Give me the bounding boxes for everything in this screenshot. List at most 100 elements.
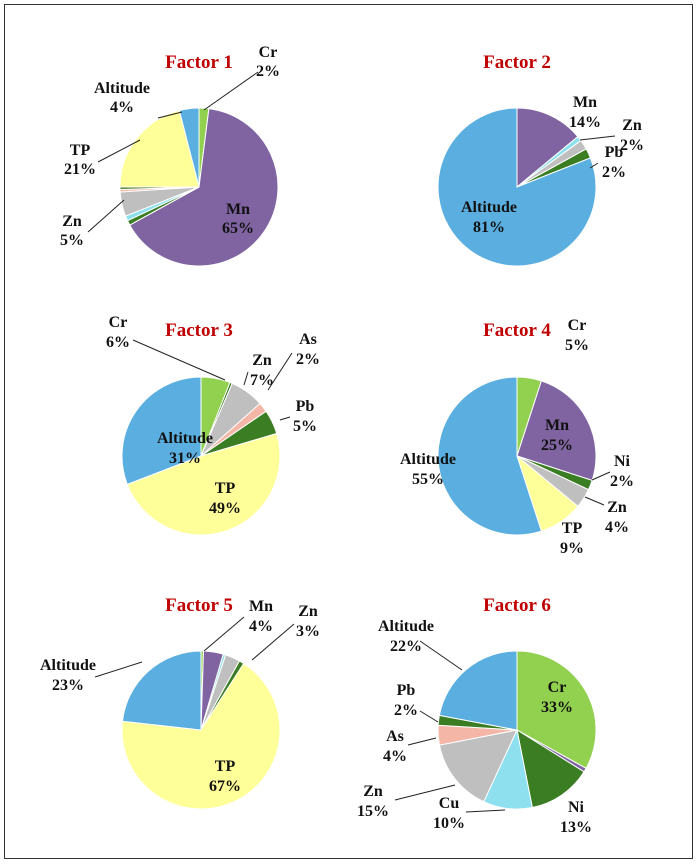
pie-chart-1: Factor 1 Cr 2% Mn 65% Zn 5% TP 21% Altitude 4% (60, 44, 280, 267)
pie-slice-mn (129, 108, 279, 267)
slice-percent: 81% (473, 219, 505, 236)
slice-label: Pb (296, 398, 315, 415)
slice-percent: 33% (541, 699, 573, 716)
pie-slice-zn (438, 729, 518, 803)
chart-title: Factor 4 (483, 320, 551, 341)
slice-label: TP (70, 142, 91, 159)
leader-line (203, 71, 259, 111)
slice-label: Altitude (94, 80, 150, 97)
slice-label: Altitude (157, 430, 213, 447)
slice-label: Pb (605, 144, 624, 161)
slice-percent: 10% (433, 815, 465, 832)
chart-title: Factor 2 (483, 52, 551, 73)
chart-title: Factor 5 (165, 595, 233, 616)
slice-percent: 49% (209, 500, 241, 517)
slice-label: Pb (397, 682, 416, 699)
slice-percent: 21% (64, 161, 96, 178)
pie-chart-4: Factor 4 Cr 5% Mn 25% Ni 2% Zn 4% TP 9% Altitude 55% (400, 317, 634, 557)
pie-chart-6: Factor 6 Cr 33% Ni 13% Cu 10% Zn 15% As 4% Pb 2% Alti… (357, 595, 597, 836)
slice-percent: 5% (565, 337, 589, 354)
leader-line (243, 371, 249, 386)
leader-line (279, 416, 291, 421)
pie-slice-altitude (121, 376, 202, 486)
pie-slice-mn (516, 107, 579, 189)
slice-label: Zn (363, 783, 383, 800)
slice-percent: 6% (106, 334, 130, 351)
slice-label: TP (215, 480, 236, 497)
pie-slice-mn (516, 380, 597, 482)
slice-label: Altitude (461, 199, 517, 216)
chart-title: Factor 6 (483, 595, 551, 616)
slice-percent: 2% (610, 473, 634, 490)
slice-percent: 2% (296, 351, 320, 368)
pie-slice-tp (119, 109, 200, 188)
pie-slice-altitude (438, 650, 518, 731)
slice-label: Zn (298, 603, 318, 620)
leader-line (267, 352, 293, 391)
slice-percent: 4% (110, 99, 134, 116)
slice-percent: 67% (209, 778, 241, 795)
pie-chart-3: Factor 3 Cr 6% Zn 7% As 2% Pb 5% TP 49% Altitude 31% (106, 314, 320, 536)
slice-label: Mn (226, 201, 250, 218)
leader-line (251, 623, 295, 661)
leader-line (419, 640, 463, 671)
slice-percent: 5% (60, 232, 84, 249)
slice-percent: 2% (256, 63, 280, 80)
slice-percent: 3% (296, 623, 320, 640)
slice-percent: 31% (169, 450, 201, 467)
slice-percent: 4% (249, 618, 273, 635)
leader-line (87, 199, 125, 233)
slice-label: Cr (109, 314, 128, 331)
leader-line (132, 339, 226, 381)
slice-percent: 4% (383, 748, 407, 765)
slice-percent: 65% (222, 220, 254, 237)
slice-label: Zn (252, 352, 272, 369)
slice-label: Zn (622, 117, 642, 134)
slice-label: Ni (568, 799, 585, 816)
slice-label: Cr (548, 679, 567, 696)
leader-line (579, 135, 616, 141)
slice-percent: 22% (390, 638, 422, 655)
slice-percent: 9% (560, 540, 584, 557)
slice-percent: 15% (357, 803, 389, 820)
leader-line (407, 737, 437, 746)
pie-slice-altitude (437, 107, 597, 267)
slice-label: Altitude (40, 657, 96, 674)
slice-label: Cu (439, 795, 460, 812)
slice-percent: 14% (569, 114, 601, 131)
slice-label: Cr (568, 317, 587, 334)
leader-line (97, 139, 141, 163)
slice-label: TP (562, 520, 583, 537)
slice-label: Zn (607, 499, 627, 516)
pie-slice-ni (516, 728, 585, 809)
pie-slice-altitude (121, 650, 202, 731)
leader-line (584, 496, 605, 506)
slice-label: TP (215, 758, 236, 775)
leader-line (419, 710, 439, 723)
leader-line (94, 661, 143, 678)
slice-percent: 7% (250, 372, 274, 389)
slice-label: Mn (545, 417, 569, 434)
pie-slice-altitude (437, 376, 543, 536)
slice-label: Altitude (400, 451, 456, 468)
leader-line (394, 784, 456, 801)
leader-line (589, 162, 599, 169)
slice-label: Ni (614, 453, 631, 470)
pie-slice-tp (126, 432, 281, 536)
slice-label: Altitude (378, 618, 434, 635)
leader-line (591, 471, 611, 481)
chart-title: Factor 3 (165, 320, 233, 341)
slice-label: Mn (249, 598, 273, 615)
slice-percent: 2% (394, 702, 418, 719)
leader-line (465, 809, 506, 813)
slice-percent: 25% (541, 437, 573, 454)
slice-label: Cr (259, 44, 278, 61)
pie-slice-cr (516, 650, 597, 770)
slice-percent: 5% (293, 418, 317, 435)
slice-percent: 2% (602, 164, 626, 181)
slice-percent: 23% (52, 677, 84, 694)
slice-label: As (386, 728, 404, 745)
slice-percent: 2% (620, 137, 644, 154)
